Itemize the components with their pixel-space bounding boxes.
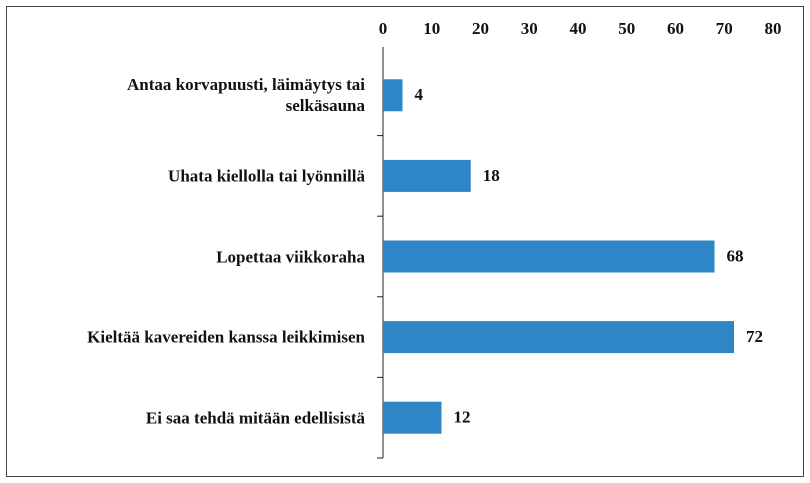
value-label: 18 bbox=[483, 166, 500, 185]
x-tick-label: 10 bbox=[423, 19, 440, 38]
x-tick-label: 70 bbox=[716, 19, 733, 38]
category-label: Kieltää kavereiden kanssa leikkimisen bbox=[87, 327, 365, 347]
category-label: Antaa korvapuusti, läimäytys tai selkäsa… bbox=[126, 75, 365, 116]
value-label: 4 bbox=[415, 85, 424, 104]
x-tick-label: 50 bbox=[618, 19, 635, 38]
bar bbox=[383, 79, 403, 112]
bar bbox=[383, 240, 715, 273]
x-tick-label: 40 bbox=[570, 19, 587, 38]
value-label: 68 bbox=[727, 246, 744, 265]
value-label: 72 bbox=[746, 327, 763, 346]
border bbox=[6, 6, 804, 477]
x-tick-label: 0 bbox=[379, 19, 388, 38]
bar bbox=[383, 321, 734, 354]
x-tick-label: 60 bbox=[667, 19, 684, 38]
category-label: Lopettaa viikkoraha bbox=[216, 247, 365, 266]
bar bbox=[383, 159, 471, 192]
x-tick-label: 80 bbox=[765, 19, 782, 38]
value-label: 12 bbox=[454, 408, 471, 427]
category-label: Uhata kiellolla tai lyönnillä bbox=[168, 166, 365, 186]
category-label: Ei saa tehdä mitään edellisistä bbox=[145, 408, 365, 428]
x-tick-label: 20 bbox=[472, 19, 489, 38]
bar bbox=[383, 401, 442, 434]
x-tick-label: 30 bbox=[521, 19, 538, 38]
